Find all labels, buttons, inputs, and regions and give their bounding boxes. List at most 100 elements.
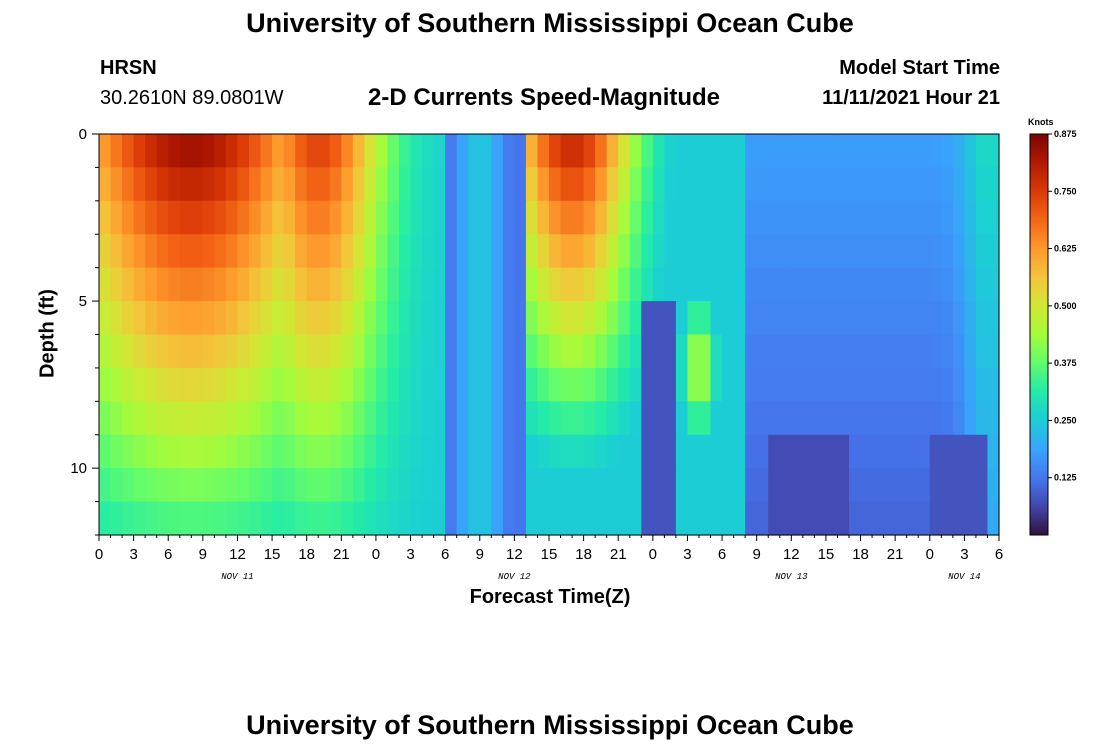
heatmap-cell [918, 401, 931, 436]
heatmap-cell [341, 134, 354, 169]
heatmap-cell [99, 200, 112, 235]
heatmap-cell [445, 167, 458, 202]
heatmap-cell [814, 200, 827, 235]
heatmap-cell [422, 501, 435, 536]
heatmap-cell [295, 301, 308, 336]
heatmap-cell [722, 334, 735, 369]
heatmap-cell [560, 167, 573, 202]
heatmap-cell [249, 167, 262, 202]
heatmap-cell [687, 301, 700, 336]
heatmap-cell [537, 434, 550, 469]
heatmap-cell [849, 134, 862, 169]
heatmap-cell [895, 167, 908, 202]
heatmap-cell [768, 501, 781, 536]
heatmap-cell [825, 367, 839, 402]
heatmap-cell [479, 401, 492, 436]
heatmap-cell [941, 501, 954, 536]
heatmap-cell [283, 334, 296, 369]
heatmap-cell [964, 200, 977, 235]
heatmap-cell [306, 167, 319, 202]
heatmap-cell [883, 367, 896, 402]
x-tick-label: 3 [406, 546, 414, 563]
heatmap-cell [745, 501, 758, 536]
heatmap-cell [214, 501, 227, 536]
heatmap-cell [802, 234, 815, 269]
heatmap-cell [929, 234, 942, 269]
heatmap-cell [399, 167, 412, 202]
heatmap-cell [445, 367, 458, 402]
heatmap-cell [156, 134, 169, 169]
heatmap-cell [479, 167, 492, 202]
heatmap-cell [952, 267, 965, 302]
heatmap-cell [399, 468, 412, 503]
heatmap-cell [802, 200, 815, 235]
heatmap-cell [122, 234, 135, 269]
heatmap-cell [675, 501, 689, 536]
heatmap-cell [502, 401, 515, 436]
heatmap-cell [110, 367, 123, 402]
heatmap-cell [779, 200, 792, 235]
heatmap-cell [272, 167, 285, 202]
heatmap-cell [410, 434, 423, 469]
heatmap-cell [779, 434, 792, 469]
axes: 0 3 6 9 12 15 18 21 0 3 6 9 12 15 18 21 0 3 6 9 12 15 18 21 0 3 6 N… [70, 126, 1003, 582]
heatmap-cell [456, 401, 469, 436]
x-tick-label: 9 [199, 546, 207, 563]
heatmap-cell [756, 301, 769, 336]
heatmap-cell [260, 167, 273, 202]
heatmap-cell [802, 401, 815, 436]
heatmap-cell [595, 234, 608, 269]
heatmap-cell [952, 301, 965, 336]
heatmap-cell [352, 367, 365, 402]
heatmap-cell [468, 200, 481, 235]
heatmap-cell [422, 167, 435, 202]
heatmap-cell [168, 401, 181, 436]
station-name: HRSN [100, 57, 157, 79]
heatmap-cell [860, 167, 873, 202]
heatmap-cell [202, 200, 215, 235]
heatmap-cell [433, 200, 446, 235]
heatmap-cell [675, 401, 689, 436]
heatmap-cell [952, 401, 965, 436]
heatmap-cell [849, 267, 862, 302]
heatmap-cell [837, 334, 850, 369]
heatmap-cell [422, 200, 435, 235]
heatmap-cell [872, 334, 885, 369]
heatmap-cell [745, 434, 758, 469]
heatmap-cell [572, 234, 585, 269]
heatmap-cell [202, 401, 215, 436]
heatmap-cell [456, 501, 469, 536]
heatmap-cell [445, 401, 458, 436]
heatmap-cell [733, 234, 746, 269]
heatmap-cell [802, 134, 815, 169]
heatmap-cell [837, 267, 850, 302]
heatmap-cell [941, 367, 954, 402]
heatmap-cell [618, 334, 631, 369]
heatmap-cell [906, 434, 919, 469]
heatmap-cell [779, 301, 792, 336]
heatmap-cell [791, 334, 804, 369]
heatmap-cell [710, 267, 723, 302]
heatmap-cell [941, 134, 954, 169]
heatmap-cell [191, 134, 204, 169]
heatmap-cell [329, 167, 342, 202]
x-tick-label: 9 [753, 546, 761, 563]
heatmap-cell [202, 167, 215, 202]
heatmap-cell [410, 234, 423, 269]
heatmap-cell [329, 134, 342, 169]
heatmap-cell [606, 434, 619, 469]
heatmap-cell [502, 301, 515, 336]
heatmap-cell [699, 167, 712, 202]
heatmap-cell [895, 200, 908, 235]
heatmap-cell [652, 501, 665, 536]
heatmap-cell [572, 301, 585, 336]
colorbar-tick-label: 0.625 [1054, 244, 1077, 254]
heatmap-cell [375, 468, 389, 503]
heatmap-cell [145, 134, 158, 169]
heatmap-cell [133, 234, 146, 269]
heatmap-cell [456, 301, 469, 336]
heatmap-cell [168, 234, 181, 269]
heatmap-cell [756, 234, 769, 269]
heatmap-cell [906, 367, 919, 402]
heatmap-cell [133, 167, 146, 202]
